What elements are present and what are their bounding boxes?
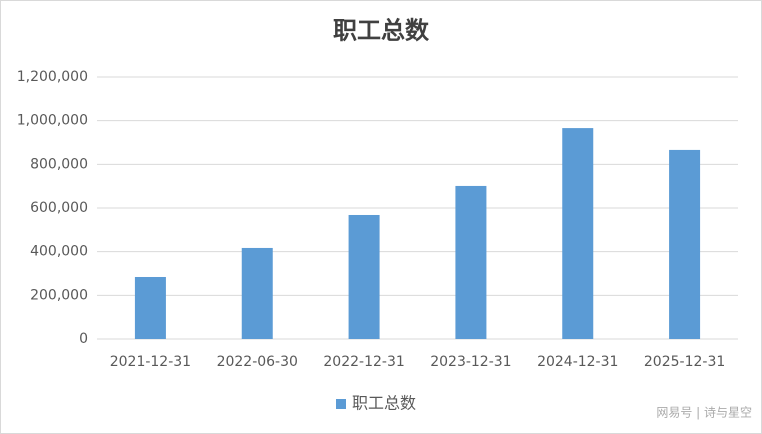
x-tick-label: 2021-12-31	[110, 354, 191, 370]
x-tick-label: 2024-12-31	[537, 354, 618, 370]
x-tick-label: 2023-12-31	[430, 354, 511, 370]
bar	[348, 214, 380, 339]
y-tick-label: 400,000	[30, 244, 88, 260]
watermark: 网易号 | 诗与星空	[656, 406, 752, 420]
bar	[455, 185, 487, 339]
y-tick-label: 1,200,000	[17, 69, 88, 85]
y-tick-label: 600,000	[30, 200, 88, 216]
y-tick-label: 800,000	[30, 156, 88, 172]
y-tick-label: 1,000,000	[17, 113, 88, 129]
bar	[241, 247, 273, 339]
bar	[562, 128, 594, 339]
bar	[134, 276, 166, 339]
y-tick-label: 200,000	[30, 287, 88, 303]
bar	[669, 149, 701, 339]
y-tick-label: 0	[79, 331, 88, 347]
legend-swatch	[336, 399, 346, 409]
legend-label: 职工总数	[352, 394, 416, 413]
x-tick-label: 2022-12-31	[323, 354, 404, 370]
x-tick-label: 2025-12-31	[644, 354, 725, 370]
x-tick-label: 2022-06-30	[217, 354, 298, 370]
chart-title: 职工总数	[333, 16, 430, 45]
